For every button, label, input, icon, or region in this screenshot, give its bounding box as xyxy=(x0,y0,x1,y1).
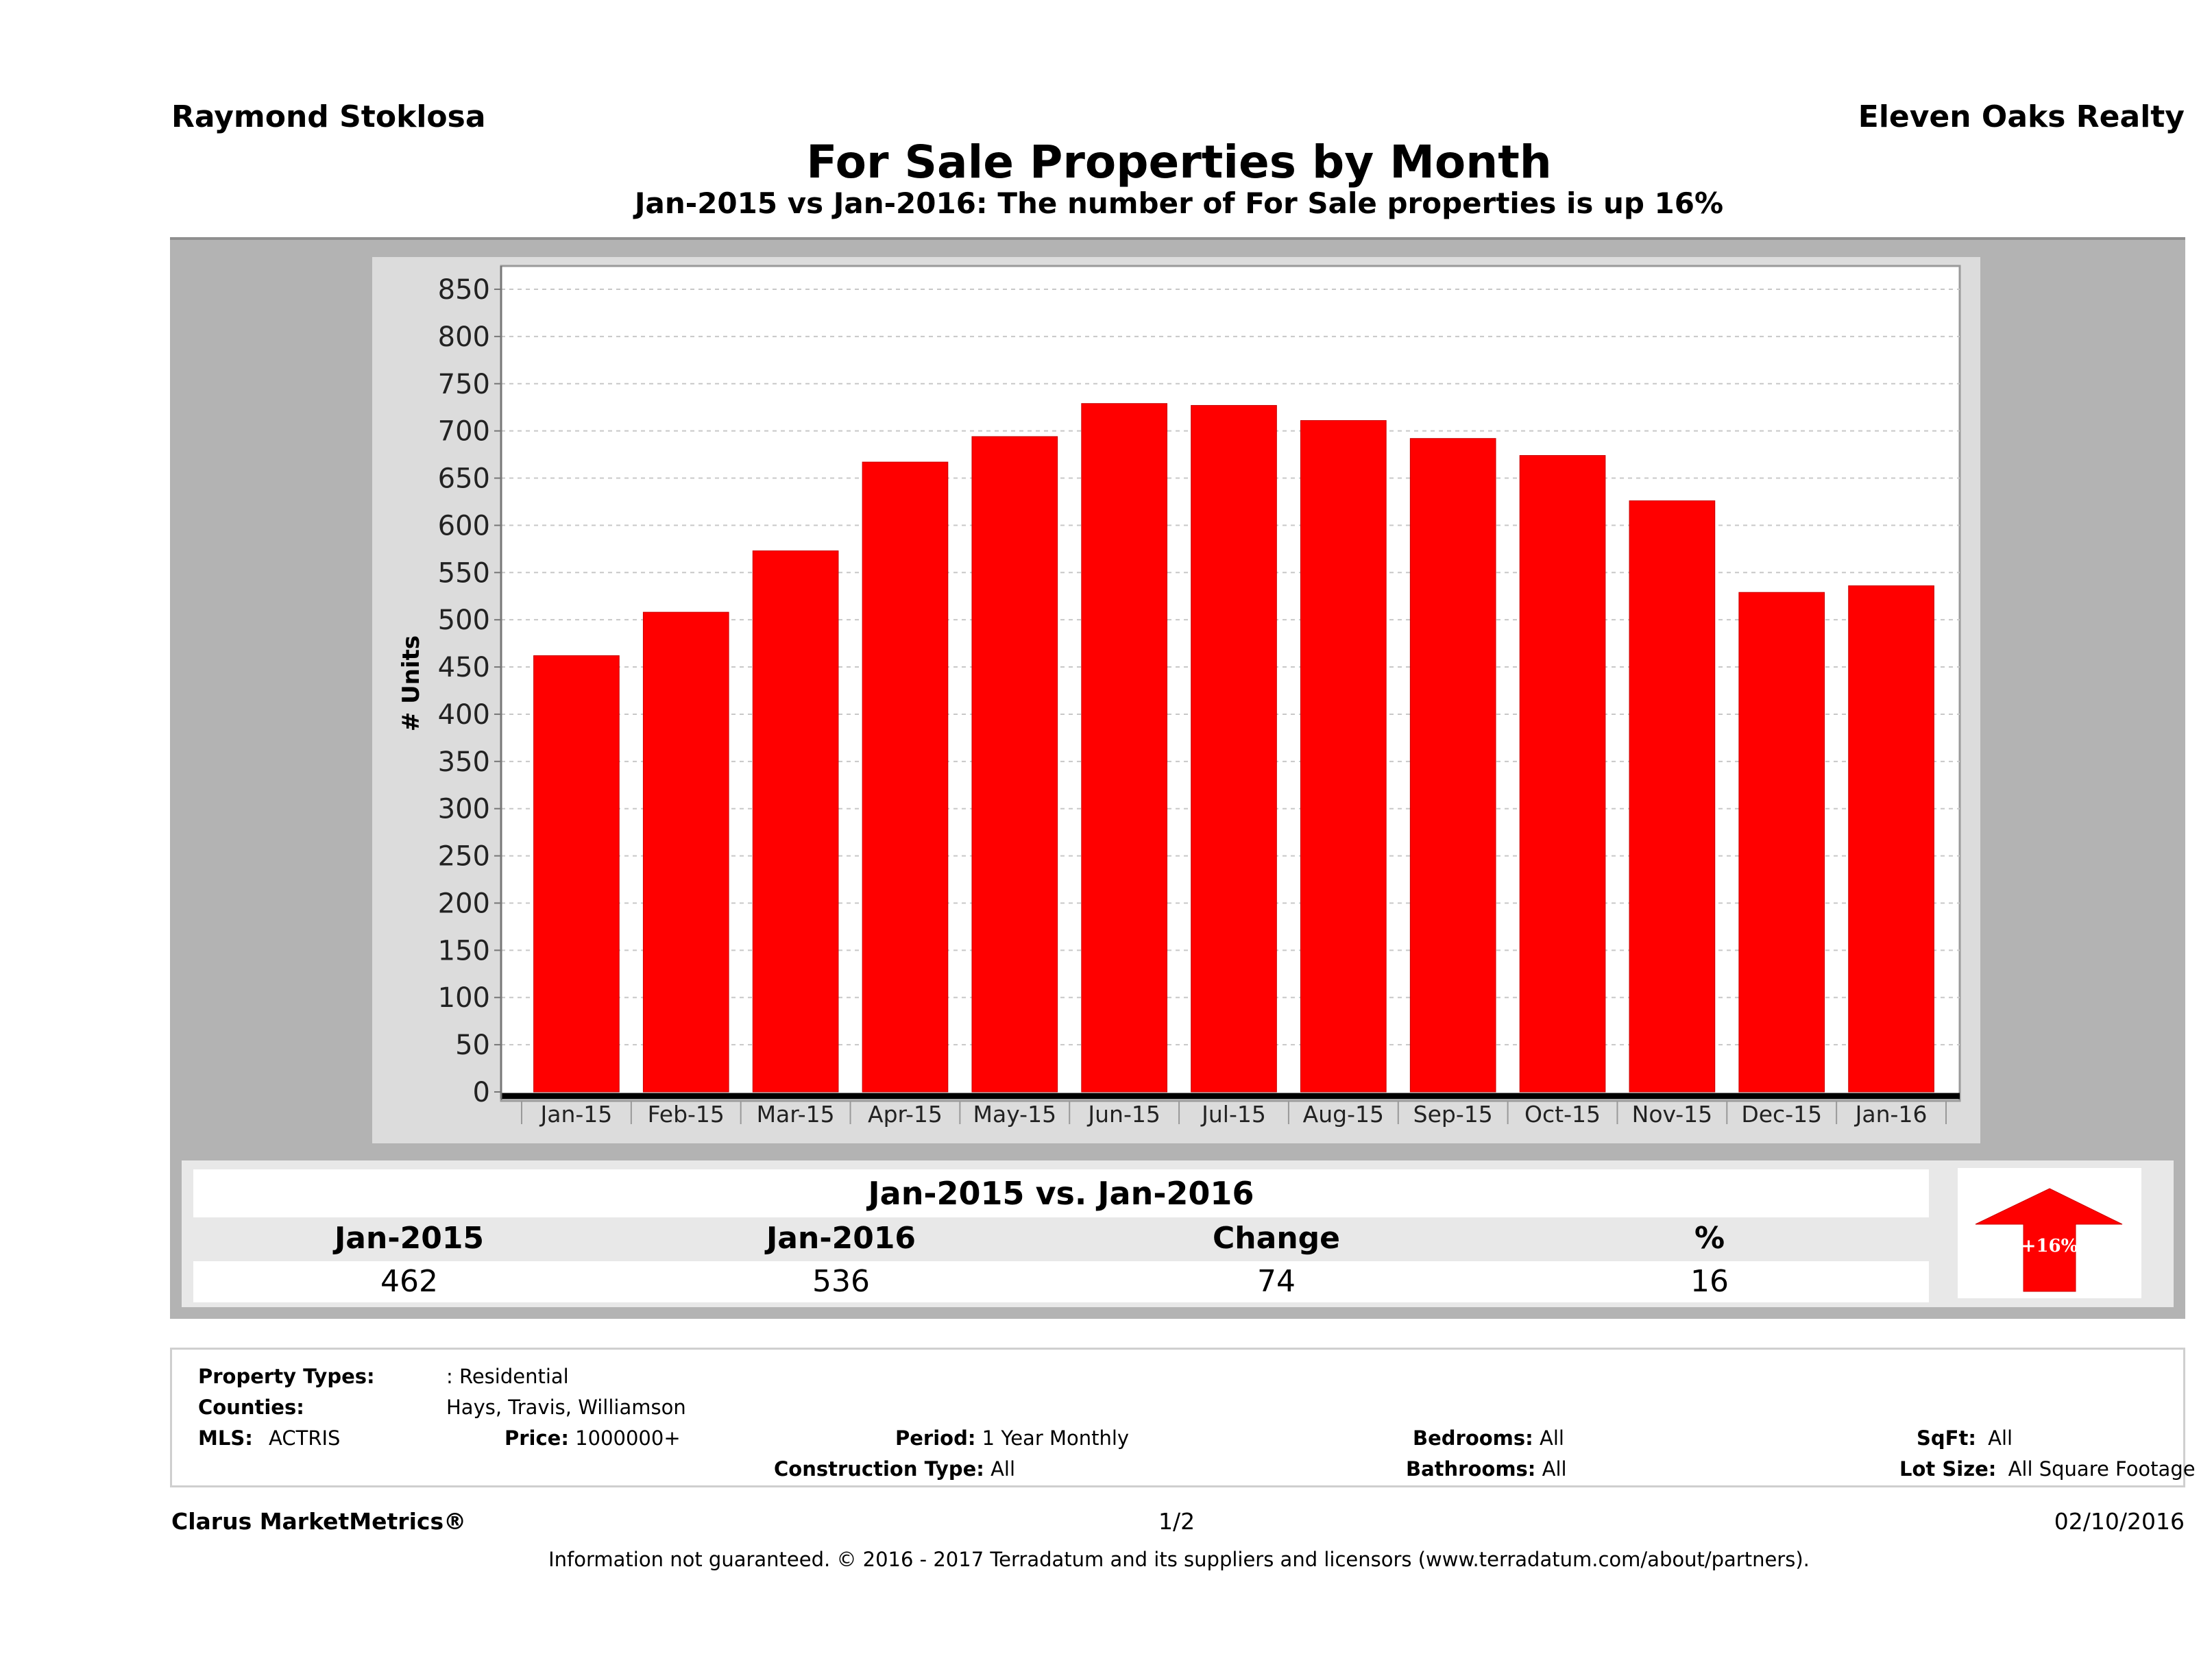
filter-value-mls: ACTRIS xyxy=(269,1426,341,1450)
bar-jun-15 xyxy=(1081,403,1167,1093)
filter-label-construction-type: Construction Type: xyxy=(774,1457,984,1481)
y-tick-label: 500 xyxy=(438,605,490,636)
report-title: For Sale Properties by Month xyxy=(806,136,1552,189)
x-tick-label: Dec-15 xyxy=(1741,1101,1822,1128)
summary-value-jan-2016: 536 xyxy=(812,1264,870,1299)
bar-mar-15 xyxy=(752,550,839,1093)
filter-value-lot-size: All Square Footage xyxy=(2008,1457,2196,1481)
x-tick-label: Nov-15 xyxy=(1632,1101,1712,1128)
bar-nov-15 xyxy=(1629,500,1716,1093)
filter-label-counties: Counties: xyxy=(198,1396,304,1419)
y-tick-label: 0 xyxy=(473,1077,490,1108)
y-tick-label: 50 xyxy=(455,1030,490,1061)
brokerage-name: Eleven Oaks Realty xyxy=(1858,99,2185,134)
x-tick-label: Mar-15 xyxy=(757,1101,835,1128)
y-tick-label: 100 xyxy=(438,982,490,1014)
filter-label-property-types: Property Types: xyxy=(198,1365,375,1388)
filter-label-mls: MLS: xyxy=(198,1426,253,1450)
summary-header-change: Change xyxy=(1213,1221,1340,1256)
x-tick-label: Sep-15 xyxy=(1413,1101,1493,1128)
x-tick-label: Jan-16 xyxy=(1854,1101,1928,1128)
chart-panel: 0 50 100 150 200 250 300 350 400 450 500 550 600 650 7… xyxy=(372,257,1980,1143)
bar-jan-15 xyxy=(533,655,620,1093)
x-tick-label: Jul-15 xyxy=(1200,1101,1266,1128)
report-subtitle: Jan-2015 vs Jan-2016: The number of For … xyxy=(634,186,1724,220)
bar-sep-15 xyxy=(1409,438,1496,1093)
footer-product-name: Clarus MarketMetrics® xyxy=(171,1508,467,1535)
filter-value-price: 1000000+ xyxy=(575,1426,681,1450)
filter-label-price: Price: xyxy=(505,1426,569,1450)
filter-label-lot-size: Lot Size: xyxy=(1899,1457,1997,1481)
y-tick-label: 550 xyxy=(438,557,490,589)
filter-value-period: 1 Year Monthly xyxy=(982,1426,1130,1450)
y-tick-label: 300 xyxy=(438,794,490,825)
bar-chart: 0 50 100 150 200 250 300 350 400 450 500 550 600 650 7… xyxy=(398,265,1961,1128)
summary-header-jan-2015: Jan-2015 xyxy=(334,1221,485,1256)
filter-label-sqft: SqFt: xyxy=(1917,1426,1976,1450)
y-tick-label: 450 xyxy=(438,652,490,683)
up-arrow-icon: +16% xyxy=(1975,1188,2123,1292)
x-tick-label: Apr-15 xyxy=(868,1101,943,1128)
x-tick-label: Feb-15 xyxy=(648,1101,725,1128)
filter-value-property-types: : Residential xyxy=(446,1365,569,1388)
summary-value-change: 74 xyxy=(1257,1264,1296,1299)
x-tick-label: Oct-15 xyxy=(1524,1101,1601,1128)
summary-title: Jan-2015 vs. Jan-2016 xyxy=(193,1169,1929,1217)
y-tick-label: 850 xyxy=(438,274,490,306)
y-tick-label: 350 xyxy=(438,746,490,778)
y-tick-label: 800 xyxy=(438,321,490,353)
summary-header-jan-2016: Jan-2016 xyxy=(766,1221,916,1256)
summary-value-percent: 16 xyxy=(1690,1264,1729,1299)
filter-label-bathrooms: Bathrooms: xyxy=(1406,1457,1536,1481)
y-tick-label: 600 xyxy=(438,510,490,542)
footer-disclaimer: Information not guaranteed. © 2016 - 201… xyxy=(548,1548,1810,1571)
y-tick-label: 700 xyxy=(438,416,490,448)
footer-page-number: 1/2 xyxy=(1158,1508,1195,1535)
change-badge-label: +16% xyxy=(2021,1236,2078,1256)
agent-name: Raymond Stoklosa xyxy=(171,99,486,134)
summary-header-row: Jan-2015 Jan-2016 Change % xyxy=(193,1217,1929,1260)
bar-jan-16 xyxy=(1848,585,1934,1093)
summary-value-row: 462 536 74 16 xyxy=(193,1261,1929,1302)
y-tick-label: 150 xyxy=(438,935,490,966)
footer-date: 02/10/2016 xyxy=(2054,1508,2185,1535)
x-tick-label: Aug-15 xyxy=(1303,1101,1384,1128)
y-tick-label: 650 xyxy=(438,463,490,495)
filter-label-bedrooms: Bedrooms: xyxy=(1413,1426,1533,1450)
y-tick-label: 200 xyxy=(438,888,490,919)
bar-dec-15 xyxy=(1738,592,1825,1093)
filter-value-counties: Hays, Travis, Williamson xyxy=(446,1396,686,1419)
bar-may-15 xyxy=(971,436,1058,1093)
x-tick-label: Jan-15 xyxy=(539,1101,613,1128)
y-axis-label: # Units xyxy=(398,635,425,731)
y-tick-label: 400 xyxy=(438,699,490,731)
filter-value-construction-type: All xyxy=(990,1457,1016,1481)
bar-jul-15 xyxy=(1191,404,1277,1093)
bar-feb-15 xyxy=(642,611,729,1093)
bar-aug-15 xyxy=(1300,420,1387,1093)
x-tick-label: Jun-15 xyxy=(1086,1101,1160,1128)
y-tick-label: 750 xyxy=(438,369,490,400)
bar-apr-15 xyxy=(862,461,949,1093)
summary-value-jan-2015: 462 xyxy=(380,1264,438,1299)
filter-value-sqft: All xyxy=(1988,1426,2013,1450)
summary-header-percent: % xyxy=(1694,1221,1725,1256)
change-badge: +16% xyxy=(1958,1168,2141,1298)
bar-oct-15 xyxy=(1519,454,1606,1093)
x-tick-label: May-15 xyxy=(973,1101,1057,1128)
y-tick-label: 250 xyxy=(438,841,490,873)
filter-value-bedrooms: All xyxy=(1539,1426,1564,1450)
filter-label-period: Period: xyxy=(895,1426,976,1450)
filter-criteria-box: Property Types: : Residential Counties: … xyxy=(170,1348,2196,1487)
filter-value-bathrooms: All xyxy=(1542,1457,1567,1481)
